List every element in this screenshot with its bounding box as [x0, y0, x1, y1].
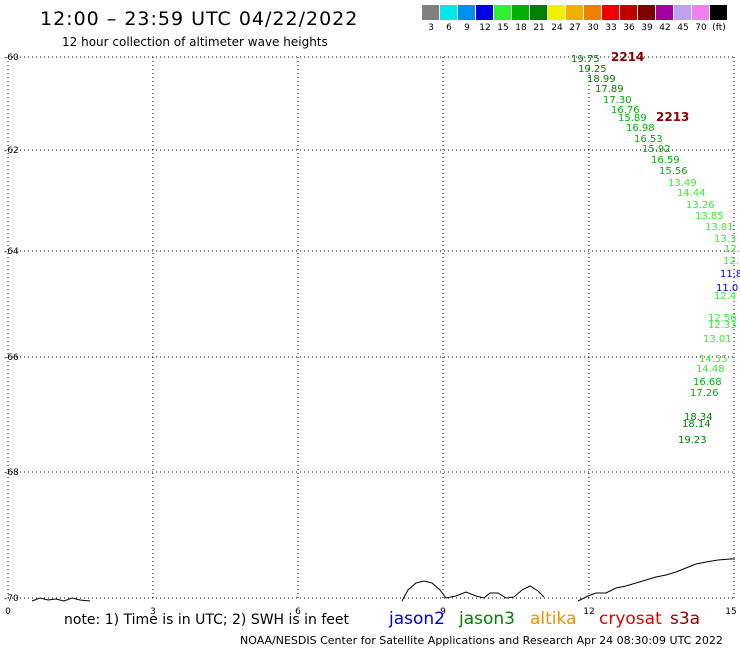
latitude-label: -60 [4, 53, 19, 63]
swh-label: 12.56 [708, 313, 737, 324]
latitude-label: -66 [4, 353, 19, 363]
swh-label: 17.26 [690, 388, 719, 399]
legend-label: 39 [641, 23, 653, 33]
swh-label: 13.85 [695, 211, 724, 222]
swh-label: 12.4 [714, 291, 736, 302]
coastline [31, 558, 735, 602]
legend-swatch [584, 5, 601, 20]
swh-label: 17.30 [603, 95, 632, 106]
longitude-label: 9 [440, 607, 446, 617]
legend-label: (ft) [712, 23, 726, 33]
swh-label: 19.23 [678, 435, 707, 446]
swh-label: 15.89 [618, 113, 647, 124]
legend-swatch [458, 5, 475, 20]
legend-swatch [494, 5, 511, 20]
track-id-label: 2213 [656, 110, 689, 124]
swh-label: 16.59 [651, 155, 680, 166]
legend-label: 45 [677, 23, 689, 33]
swh-label: 18.14 [682, 419, 711, 430]
satellite-jason2: jason2 [389, 609, 445, 629]
legend-swatch [440, 5, 457, 20]
swh-label: 13.01 [703, 334, 732, 345]
latitude-label: -70 [4, 594, 19, 604]
legend-label: 33 [605, 23, 617, 33]
swh-label: 12.33 [708, 320, 737, 331]
legend-label: 15 [497, 23, 509, 33]
legend-swatch [710, 5, 727, 20]
legend-label: 27 [569, 23, 581, 33]
legend-label: 30 [587, 23, 599, 33]
swh-label: 18.34 [684, 412, 713, 423]
latitude-label: -68 [4, 468, 19, 478]
legend-swatch [656, 5, 673, 20]
swh-label: 13.26 [686, 200, 715, 211]
legend-label: 9 [464, 23, 470, 33]
legend-swatch [692, 5, 709, 20]
units-note: note: 1) Time is in UTC; 2) SWH is in fe… [64, 612, 350, 628]
legend-label: 21 [533, 23, 545, 33]
swh-label: 16.98 [626, 123, 655, 134]
swh-label: 16.53 [634, 134, 663, 145]
swh-label: 11.8 [720, 269, 740, 280]
legend-label: 36 [623, 23, 635, 33]
swh-label: 16.68 [693, 377, 722, 388]
swh-label: 15.92 [642, 144, 671, 155]
swh-label: 14.44 [677, 188, 706, 199]
swh-label: 18.99 [587, 74, 616, 85]
legend-swatch [422, 5, 439, 20]
swh-label: 13.81 [705, 222, 734, 233]
swh-label: 16.76 [611, 105, 640, 116]
legend-label: 12 [479, 23, 491, 33]
latitude-label: -64 [4, 247, 19, 257]
longitude-label: 12 [583, 607, 594, 617]
legend-label: 42 [659, 23, 671, 33]
legend-label: 24 [551, 23, 563, 33]
satellite-jason3: jason3 [459, 609, 515, 629]
swh-label: 13.49 [668, 178, 697, 189]
swh-label: 13.3 [714, 234, 736, 245]
legend-swatch [566, 5, 583, 20]
latitude-label: -62 [4, 146, 19, 156]
legend-swatch [476, 5, 493, 20]
credit-line: NOAA/NESDIS Center for Satellite Applica… [240, 634, 723, 647]
map-subtitle: 12 hour collection of altimeter wave hei… [62, 35, 328, 49]
swh-label: 14.55 [699, 354, 728, 365]
swh-label: 14.48 [696, 364, 725, 375]
longitude-label: 3 [150, 607, 156, 617]
longitude-label: 0 [5, 607, 11, 617]
track-id-label: 2214 [611, 50, 644, 64]
satellite-s3a: s3a [670, 609, 701, 629]
swh-label: 11.0 [716, 283, 738, 294]
legend-swatch [512, 5, 529, 20]
swh-label: 17.89 [595, 84, 624, 95]
map-title: 12:00 – 23:59 UTC 04/22/2022 [40, 8, 359, 30]
swh-label: 12. [724, 244, 740, 255]
satellite-altika: altika [530, 609, 577, 629]
legend-label: 3 [428, 23, 434, 33]
observation-labels: 19.7519.2518.9917.8917.3016.7615.8916.98… [571, 50, 740, 446]
legend-swatch [638, 5, 655, 20]
legend-label: 70 [695, 23, 707, 33]
longitude-label: 6 [295, 607, 301, 617]
legend-swatch [530, 5, 547, 20]
swh-label: 19.25 [578, 64, 607, 75]
legend-swatch [674, 5, 691, 20]
swh-label: 15.56 [659, 166, 688, 177]
swh-label: 19.75 [571, 54, 600, 65]
swh-label: 12. [723, 256, 739, 267]
satellite-cryosat: cryosat [599, 609, 662, 629]
graticule: -60 -62 -64 -66 -68 -70 0 3 6 9 12 15 [4, 53, 737, 617]
legend-label: 6 [446, 23, 452, 33]
longitude-label: 15 [725, 607, 736, 617]
legend-swatch [548, 5, 565, 20]
legend-swatch [620, 5, 637, 20]
legend-label: 18 [515, 23, 527, 33]
legend-swatch [602, 5, 619, 20]
